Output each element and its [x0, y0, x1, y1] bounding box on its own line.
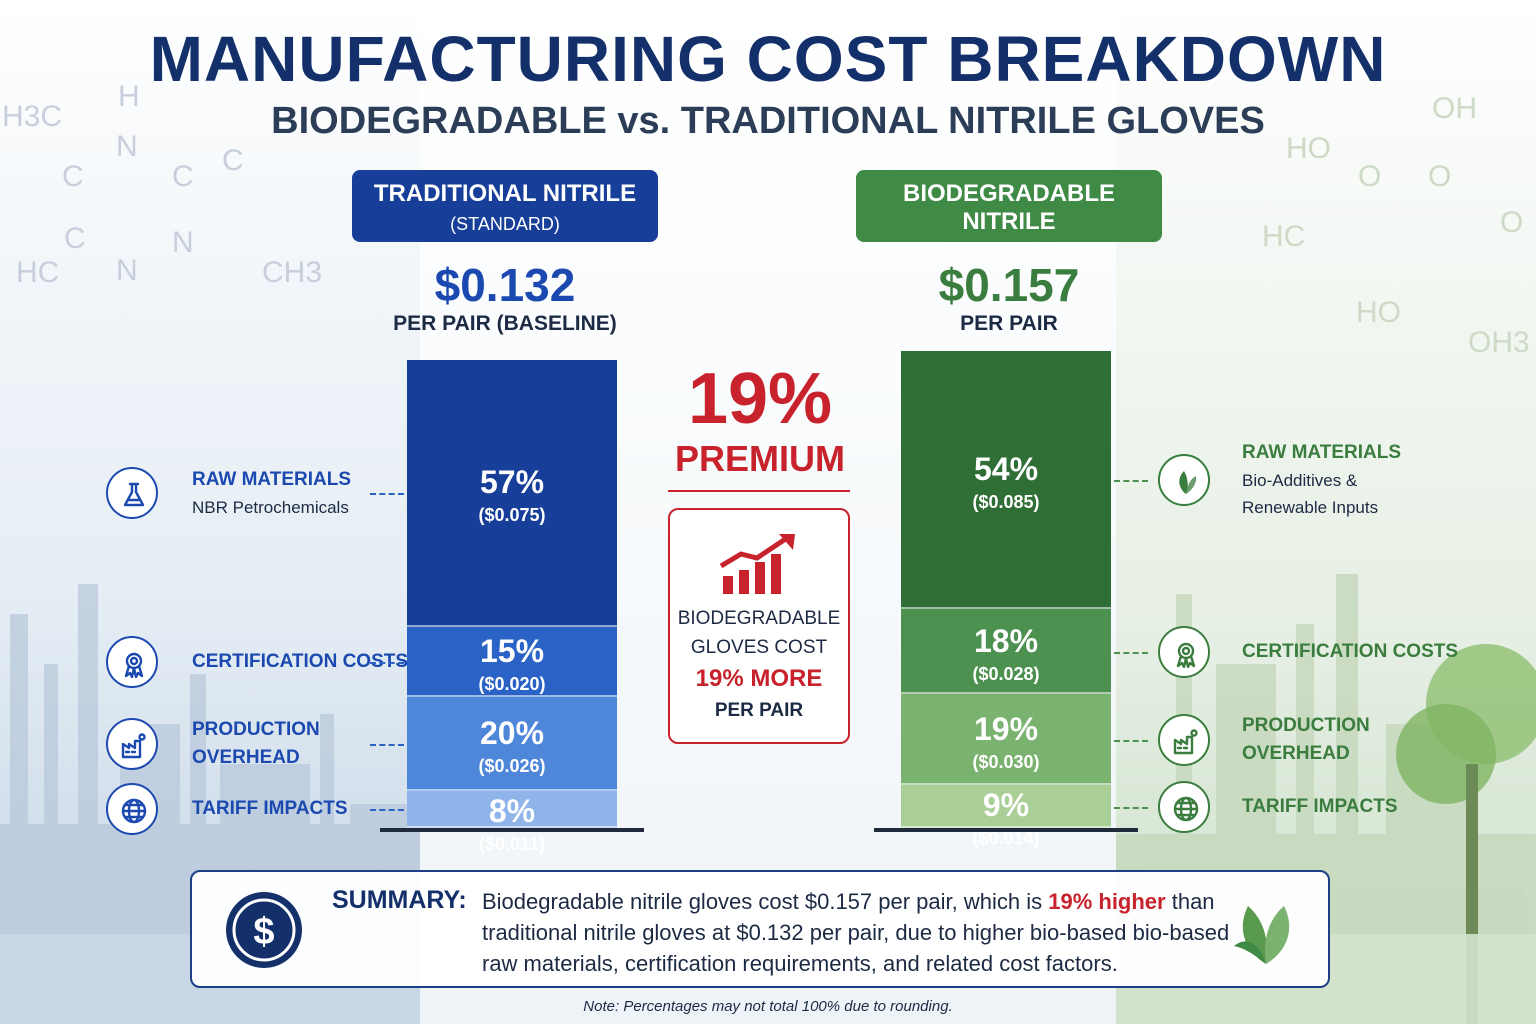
premium-label: PREMIUM: [675, 438, 845, 479]
biodegradable-price-label: PER PAIR: [960, 312, 1058, 335]
traditional-bar-baseline: [380, 828, 644, 832]
summary-leaf-icon: [1234, 906, 1290, 964]
left-category-connector: [370, 493, 404, 496]
svg-text:$: $: [253, 911, 274, 953]
biodegradable-tag: (ECO-FRIENDLY): [936, 242, 1082, 262]
rounding-note: Note: Percentages may not total 100% due…: [583, 998, 953, 1015]
biodegradable-header: BIODEGRADABLE NITRILE (ECO-FRIENDLY): [856, 170, 1162, 262]
traditional-segment-value: ($0.020): [478, 673, 546, 694]
factory-icon: [106, 717, 158, 770]
left-category-title: TARIFF IMPACTS: [192, 798, 348, 820]
summary-highlight: 19% higher: [1048, 889, 1166, 914]
traditional-name: TRADITIONAL NITRILE: [373, 180, 637, 207]
left-category-title: OVERHEAD: [192, 746, 300, 768]
right-category-connector: [1114, 479, 1148, 482]
premium-box-highlight: 19% MORE: [695, 665, 823, 692]
right-category-title: TARIFF IMPACTS: [1242, 795, 1398, 817]
traditional-header: TRADITIONAL NITRILE (STANDARD): [352, 170, 658, 242]
biodegradable-segment-value: ($0.030): [972, 751, 1040, 772]
dollar-icon: $: [226, 892, 302, 968]
premium-box-line-1: BIODEGRADABLE: [677, 608, 841, 629]
left-category-title: PRODUCTION: [192, 718, 320, 740]
ribbon-icon: [1158, 625, 1210, 678]
left-category-connector: [370, 661, 404, 664]
biodegradable-bar-baseline: [874, 828, 1138, 832]
right-category-description: Renewable Inputs: [1242, 497, 1379, 517]
premium-percent: 19%: [687, 359, 833, 439]
traditional-segment-percent: 15%: [479, 632, 545, 669]
page-title: MANUFACTURING COST BREAKDOWN: [149, 23, 1387, 95]
left-category-connector: [370, 743, 404, 746]
biodegradable-segment-1: 54% ($0.085): [901, 351, 1111, 609]
biodegradable-segment-2: 18% ($0.028): [901, 608, 1111, 695]
left-category-description: NBR Petrochemicals: [192, 497, 349, 517]
traditional-price: $0.132: [434, 259, 576, 311]
biodegradable-segment-3: 19% ($0.030): [901, 694, 1111, 786]
right-category-title: CERTIFICATION COSTS: [1242, 640, 1459, 662]
biodegradable-segment-percent: 18%: [973, 622, 1039, 659]
flask-icon: [106, 467, 158, 520]
traditional-segment-1: 57% ($0.075): [407, 360, 617, 627]
biodegradable-segment-4: 9% ($0.014): [901, 785, 1111, 848]
right-category-title: OVERHEAD: [1242, 742, 1350, 764]
biodegradable-name: BIODEGRADABLE NITRILE: [902, 180, 1115, 235]
left-category-title: CERTIFICATION COSTS: [192, 650, 409, 672]
biodegradable-segment-percent: 9%: [982, 787, 1030, 824]
globe-icon: [1158, 780, 1210, 833]
biodegradable-segment-percent: 19%: [973, 710, 1039, 747]
summary-panel: $ SUMMARY: Biodegradable nitrile gloves …: [190, 870, 1330, 988]
right-category-connector: [1114, 739, 1148, 742]
trend-up-chart-icon: [719, 534, 795, 594]
right-category-description: Bio-Additives &: [1242, 470, 1358, 490]
biodegradable-segment-value: ($0.085): [972, 491, 1040, 512]
left-category-connector: [370, 809, 404, 812]
traditional-stacked-bar: 57% ($0.075) 15% ($0.020) 20% ($0.026) 8% ($0.0…: [407, 360, 617, 854]
traditional-segment-percent: 20%: [479, 714, 545, 751]
biodegradable-stacked-bar: 54% ($0.085) 18% ($0.028) 19% ($0.030) 9% ($0.0…: [901, 351, 1111, 848]
traditional-segment-value: ($0.026): [478, 755, 546, 776]
traditional-segment-4: 8% ($0.011): [407, 790, 617, 854]
biodegradable-segment-value: ($0.028): [972, 663, 1040, 684]
summary-label: SUMMARY:: [332, 886, 467, 914]
traditional-segment-value: ($0.075): [478, 505, 546, 526]
summary-text-after: than traditional nitrile gloves at $0.13…: [482, 889, 1230, 976]
page-subtitle: BIODEGRADABLE vs. TRADITIONAL NITRILE GL…: [271, 100, 1265, 142]
biodegradable-segment-value: ($0.014): [972, 828, 1040, 849]
premium-box-line-2: GLOVES COST: [690, 637, 828, 658]
ribbon-icon: [106, 635, 158, 688]
traditional-segment-percent: 57%: [479, 464, 545, 501]
traditional-segment-3: 20% ($0.026): [407, 696, 617, 791]
premium-callout-box: BIODEGRADABLE GLOVES COST 19% MORE PER P…: [668, 508, 850, 744]
right-category-title: RAW MATERIALS: [1242, 441, 1402, 463]
right-category-connector: [1114, 806, 1148, 809]
traditional-price-label: PER PAIR (BASELINE): [393, 312, 617, 335]
right-category-title: PRODUCTION: [1242, 714, 1370, 736]
biodegradable-segment-percent: 54%: [973, 450, 1039, 487]
globe-icon: [106, 783, 158, 836]
traditional-segment-percent: 8%: [488, 792, 536, 829]
factory-icon: [1158, 713, 1210, 766]
leaf-icon: [1158, 453, 1210, 506]
right-category-connector: [1114, 651, 1148, 654]
summary-text-before: Biodegradable nitrile gloves cost $0.157…: [482, 889, 1049, 914]
premium-divider: [668, 490, 850, 492]
left-category-title: RAW MATERIALS: [192, 468, 352, 490]
traditional-segment-value: ($0.011): [478, 833, 546, 854]
premium-box-line-3: PER PAIR: [714, 700, 804, 721]
summary-text: Biodegradable nitrile gloves cost $0.157…: [482, 886, 1242, 979]
traditional-tag: (STANDARD): [450, 214, 560, 234]
traditional-segment-2: 15% ($0.020): [407, 626, 617, 697]
biodegradable-price: $0.157: [938, 259, 1080, 311]
